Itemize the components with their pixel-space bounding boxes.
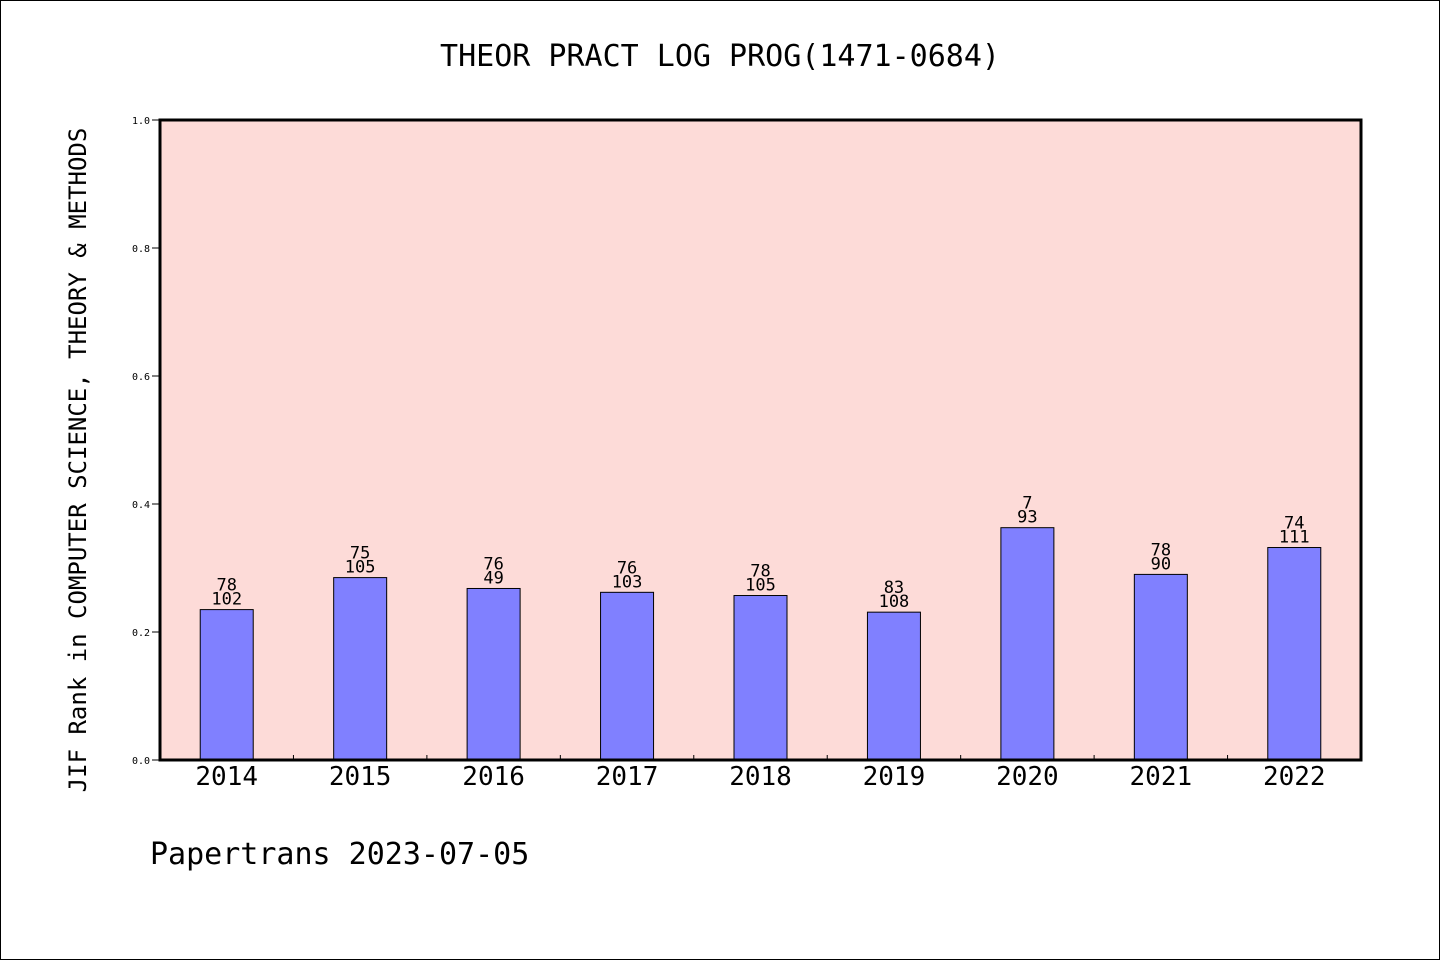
bar-2021 (1133, 573, 1188, 761)
bar-rank-label-2017: 76 (617, 558, 637, 578)
y-tick-label: 0.4 (132, 500, 150, 511)
x-tick-label-2018: 2018 (729, 762, 792, 792)
plot-border (158, 118, 1363, 762)
bar-2019 (866, 611, 921, 761)
bar-total-label-2021: 90 (1151, 554, 1171, 574)
bar-total-label-2017: 103 (612, 572, 643, 592)
bar-rank-label-2021: 78 (1151, 540, 1171, 560)
y-tick-label: 0.8 (132, 244, 150, 255)
y-tick-label: 0.2 (132, 628, 150, 639)
x-tick-label-2014: 2014 (195, 762, 258, 792)
x-tick-label-2017: 2017 (596, 762, 659, 792)
footer-credit: Papertrans 2023-07-05 (150, 837, 529, 872)
bar-total-label-2019: 108 (879, 592, 910, 612)
bar-2022 (1267, 547, 1322, 761)
bar-total-label-2020: 93 (1017, 508, 1037, 528)
bar-2015 (333, 577, 388, 761)
bar-total-label-2022: 111 (1279, 528, 1310, 548)
bar-2014 (199, 609, 254, 761)
bar-2017 (600, 591, 655, 761)
bar-2018 (733, 595, 788, 761)
x-tick-label-2019: 2019 (863, 762, 926, 792)
x-tick-label-2021: 2021 (1130, 762, 1193, 792)
bar-total-label-2016: 49 (483, 568, 503, 588)
bar-rank-label-2016: 76 (483, 554, 503, 574)
bar-rank-label-2022: 74 (1284, 514, 1304, 534)
bar-rank-label-2018: 78 (750, 562, 770, 582)
y-axis: 0.0 0.2 0.4 0.6 0.8 1.0 (132, 116, 160, 767)
bar-rank-label-2020: 7 (1022, 494, 1032, 514)
bar-total-label-2018: 105 (745, 576, 776, 596)
bar-2020 (1000, 527, 1055, 761)
y-tick-label: 0.0 (132, 756, 150, 767)
y-tick-label: 1.0 (132, 116, 150, 127)
x-tick-label-2022: 2022 (1263, 762, 1326, 792)
x-tick-label-2015: 2015 (329, 762, 392, 792)
y-tick-label: 0.6 (132, 372, 150, 383)
x-tick-label-2016: 2016 (462, 762, 525, 792)
bar-rank-label-2019: 83 (884, 578, 904, 598)
bar-total-label-2015: 105 (345, 558, 376, 578)
bar-2016 (466, 587, 521, 761)
y-axis-label: JIF Rank in COMPUTER SCIENCE, THEORY & M… (64, 128, 92, 793)
x-axis: 2014 2015 2016 2017 2018 2019 2020 2021 2022 (195, 755, 1326, 792)
bar-rank-label-2014: 78 (216, 576, 236, 596)
bar-rank-label-2015: 75 (350, 544, 370, 564)
x-tick-label-2020: 2020 (996, 762, 1059, 792)
bar-total-label-2014: 102 (211, 590, 242, 610)
chart-title: THEOR PRACT LOG PROG(1471-0684) (440, 39, 1000, 74)
